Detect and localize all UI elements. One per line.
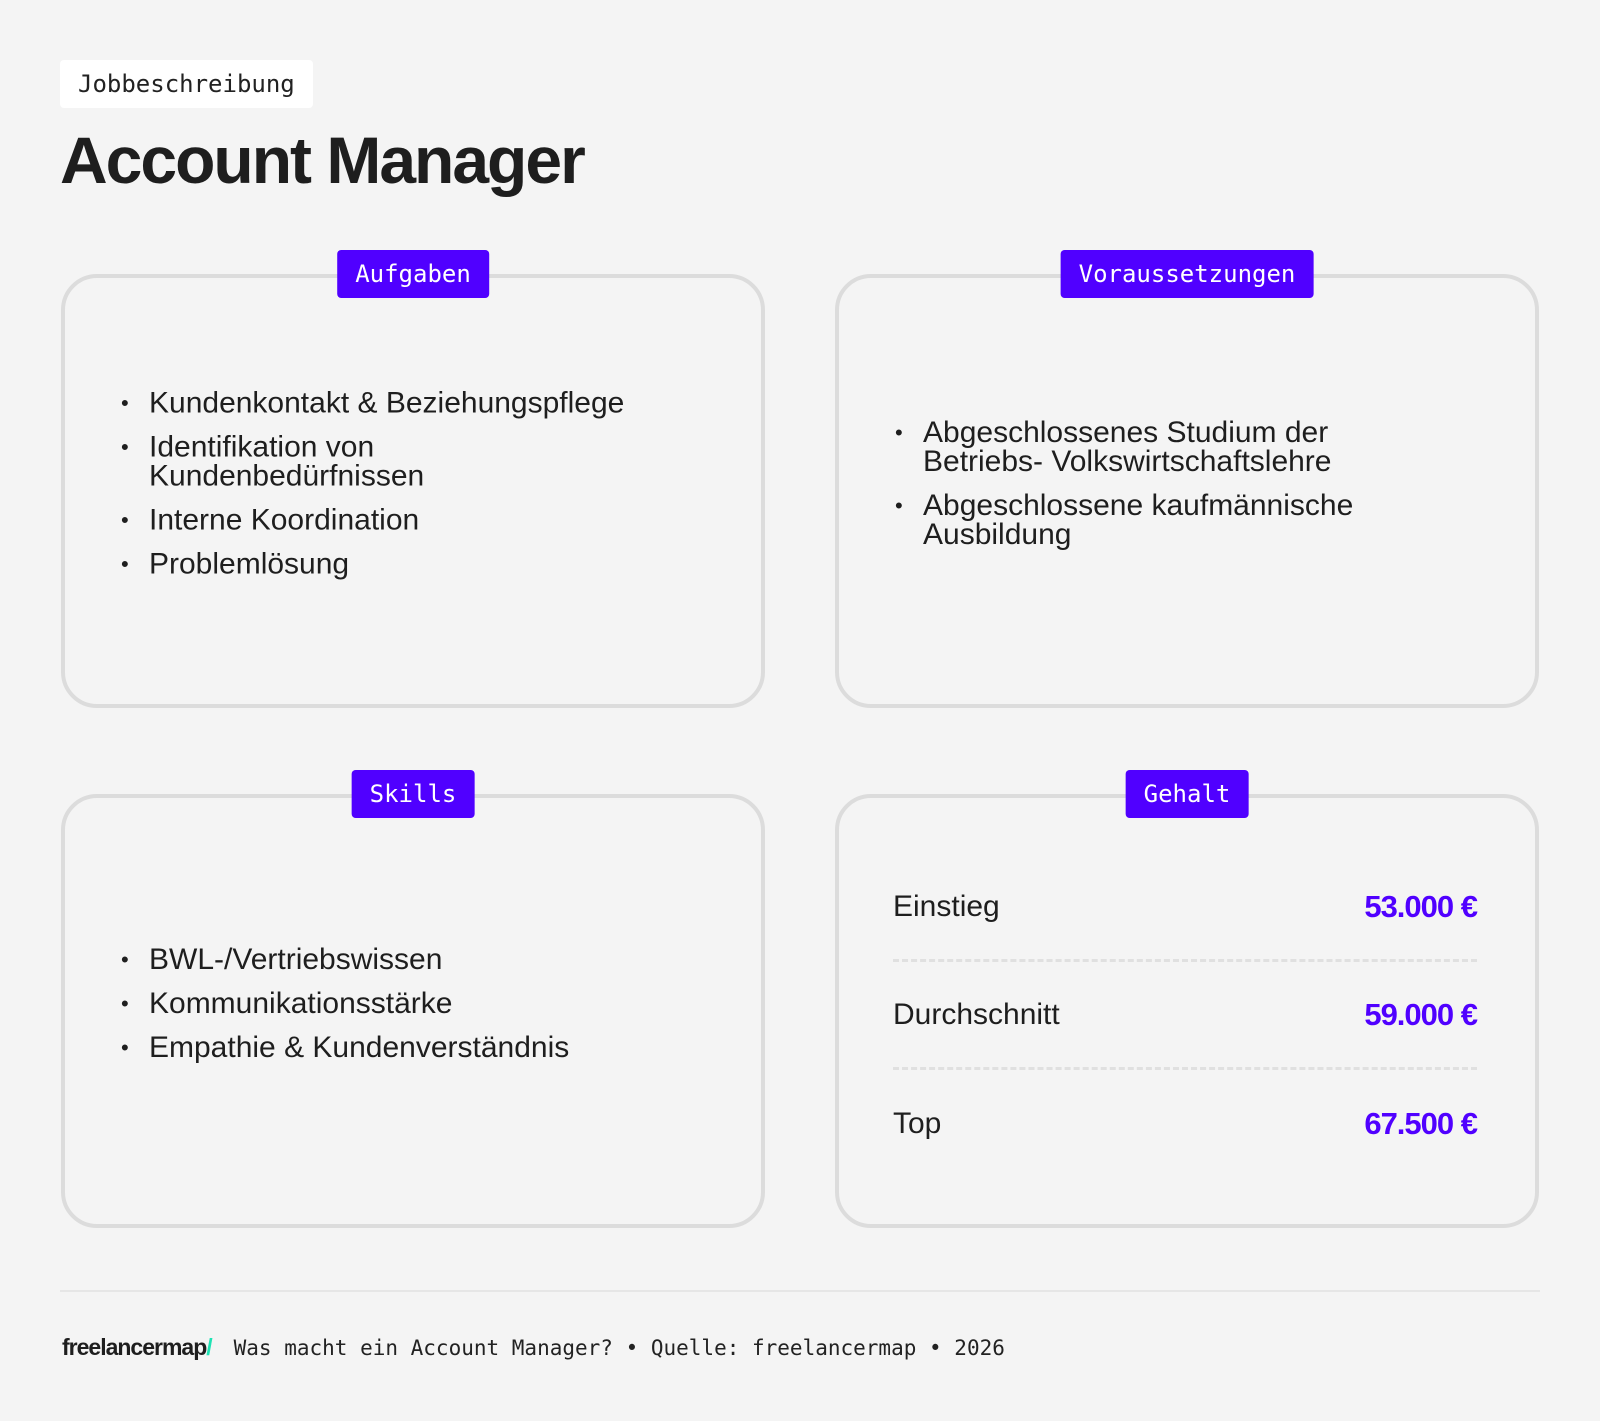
salary-label: Durchschnitt <box>893 997 1060 1031</box>
card-badge: Skills <box>351 770 475 818</box>
salary-value: 67.500 € <box>1364 1106 1478 1141</box>
list-item: Problemlösung <box>121 549 721 579</box>
salary-value: 53.000 € <box>1364 888 1478 924</box>
page-title: Account Manager <box>60 123 586 197</box>
card-aufgaben: Aufgaben Kundenkontakt & Beziehungspfleg… <box>61 250 765 708</box>
list-item: BWL-/Vertriebswissen <box>121 945 721 975</box>
requirements-list: Abgeschlossenes Studium der Betriebs- Vo… <box>895 418 1495 564</box>
salary-row: Durchschnitt 59.000 € <box>893 962 1478 1070</box>
footer: freelancermap/ Was macht ein Account Man… <box>62 1334 1005 1361</box>
card-gehalt: Gehalt Einstieg 53.000 € Durchschnitt 59.0… <box>835 770 1539 1228</box>
list-item: Identifikation von Kundenbedürfnissen <box>121 432 424 491</box>
salary-table: Einstieg 53.000 € Durchschnitt 59.000 € To… <box>893 854 1478 1178</box>
list-item: Interne Koordination <box>121 505 721 535</box>
card-badge: Voraussetzungen <box>1060 250 1314 298</box>
card-badge: Aufgaben <box>337 250 489 298</box>
salary-row: Einstieg 53.000 € <box>893 854 1478 962</box>
salary-row: Top 67.500 € <box>893 1070 1478 1178</box>
card-skills: Skills BWL-/Vertriebswissen Kommunikatio… <box>61 770 765 1228</box>
task-list: Kundenkontakt & Beziehungspflege Identif… <box>121 388 721 594</box>
card-voraussetzungen: Voraussetzungen Abgeschlossenes Studium … <box>835 250 1539 708</box>
list-item: Kundenkontakt & Beziehungspflege <box>121 388 721 418</box>
freelancermap-logo: freelancermap/ <box>62 1334 213 1360</box>
salary-label: Top <box>893 1107 942 1140</box>
skills-list: BWL-/Vertriebswissen Kommunikationsstärk… <box>121 945 721 1077</box>
list-item: Abgeschlossene kaufmännische Ausbildung <box>895 491 1385 550</box>
list-item: Abgeschlossenes Studium der Betriebs- Vo… <box>895 418 1365 477</box>
salary-label: Einstieg <box>893 889 1000 923</box>
list-item: Kommunikationsstärke <box>121 989 721 1019</box>
footer-divider <box>60 1290 1540 1292</box>
card-badge: Gehalt <box>1125 770 1249 818</box>
salary-value: 59.000 € <box>1364 996 1478 1032</box>
list-item: Empathie & Kundenverständnis <box>121 1033 721 1063</box>
footer-text: Was macht ein Account Manager? • Quelle:… <box>233 1335 1005 1360</box>
category-tag: Jobbeschreibung <box>60 60 313 108</box>
